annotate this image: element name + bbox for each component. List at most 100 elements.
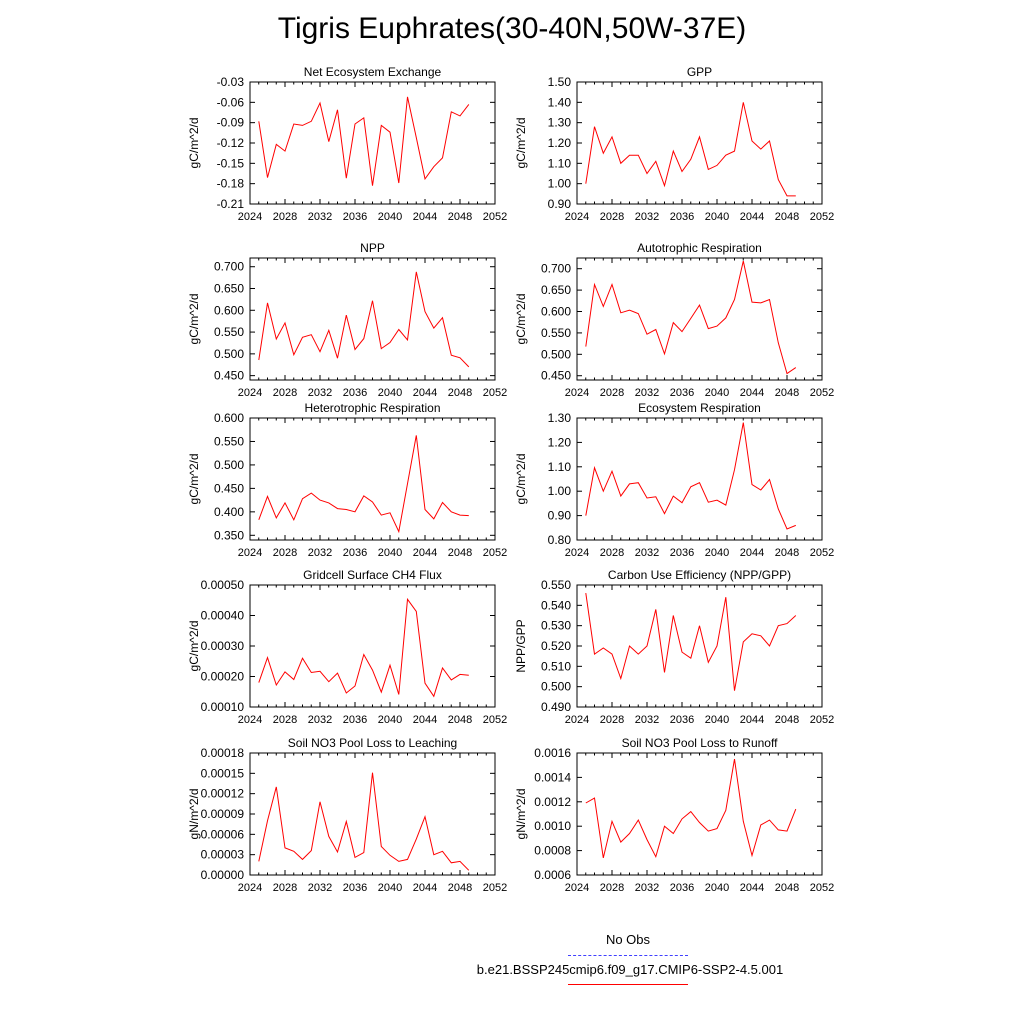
series-line xyxy=(585,422,796,530)
x-tick-label: 2032 xyxy=(635,882,659,894)
plot-frame xyxy=(249,417,496,541)
x-tick-label: 2036 xyxy=(670,882,694,894)
x-tick-label: 2052 xyxy=(483,387,507,399)
y-tick-label: 1.50 xyxy=(548,75,572,89)
panel-gridcell-surface-ch4-flux: Gridcell Surface CH4 Flux gC/m^2/d 2024 202… xyxy=(187,568,507,726)
y-tick-label: 1.40 xyxy=(548,95,572,109)
x-tick-label: 2040 xyxy=(705,211,729,223)
panel-heterotrophic-respiration: Heterotrophic Respiration gC/m^2/d 2024 202… xyxy=(187,401,507,559)
x-tick-label: 2024 xyxy=(238,714,262,726)
y-tick-label: 0.00018 xyxy=(201,746,245,760)
y-tick-label: 0.550 xyxy=(214,434,244,448)
y-tick-label: 0.450 xyxy=(214,369,244,383)
y-tick-label: 0.600 xyxy=(214,303,244,317)
panel-ecosystem-respiration: Ecosystem Respiration gC/m^2/d 2024 2028 203… xyxy=(514,401,834,559)
x-tick-label: 2040 xyxy=(705,547,729,559)
y-tick-label: 0.00010 xyxy=(201,700,245,714)
x-tick-label: 2028 xyxy=(273,547,297,559)
y-tick-label: 0.650 xyxy=(214,282,244,296)
y-axis-label: gC/m^2/d xyxy=(514,454,528,505)
y-tick-label: 0.530 xyxy=(541,619,571,633)
panel-title: NPP xyxy=(360,241,385,255)
x-tick-label: 2052 xyxy=(483,547,507,559)
y-tick-label: 0.450 xyxy=(214,481,244,495)
y-tick-label: 0.500 xyxy=(541,347,571,361)
x-tick-label: 2028 xyxy=(273,714,297,726)
plot-frame xyxy=(576,752,823,876)
y-tick-label: 0.00012 xyxy=(201,787,245,801)
y-tick-label: 0.0008 xyxy=(534,844,571,858)
series-line xyxy=(585,593,797,691)
x-tick-label: 2024 xyxy=(565,547,589,559)
x-tick-label: 2024 xyxy=(238,211,262,223)
x-tick-label: 2024 xyxy=(238,387,262,399)
panel-soil-no3-pool-loss-to-leaching: Soil NO3 Pool Loss to Leaching gN/m^2/d 20… xyxy=(187,736,507,894)
y-tick-label: 0.650 xyxy=(541,283,571,297)
x-tick-label: 2036 xyxy=(670,547,694,559)
x-tick-label: 2036 xyxy=(670,387,694,399)
x-tick-label: 2024 xyxy=(565,714,589,726)
y-tick-label: 0.80 xyxy=(548,533,572,547)
x-tick-label: 2048 xyxy=(448,387,472,399)
x-tick-label: 2036 xyxy=(670,211,694,223)
y-tick-label: -0.15 xyxy=(217,156,245,170)
y-tick-label: 0.90 xyxy=(548,509,572,523)
x-tick-label: 2048 xyxy=(448,714,472,726)
series-line xyxy=(585,102,796,197)
y-tick-label: -0.21 xyxy=(217,197,245,211)
panel-soil-no3-pool-loss-to-runoff: Soil NO3 Pool Loss to Runoff gN/m^2/d 2024… xyxy=(514,736,834,894)
x-tick-label: 2028 xyxy=(600,211,624,223)
panel-gpp: GPP gC/m^2/d 2024 2028 2032 2036 2040 2044 2048 2… xyxy=(514,65,834,223)
y-axis-label: gC/m^2/d xyxy=(187,294,201,345)
x-tick-label: 2044 xyxy=(413,714,437,726)
y-tick-label: 0.600 xyxy=(541,305,571,319)
y-tick-label: 1.30 xyxy=(548,411,572,425)
x-tick-label: 2044 xyxy=(740,547,764,559)
x-tick-label: 2052 xyxy=(810,547,834,559)
panel-title: Autotrophic Respiration xyxy=(637,241,762,255)
y-axis-label: NPP/GPP xyxy=(514,619,528,672)
x-tick-label: 2048 xyxy=(775,882,799,894)
x-tick-label: 2032 xyxy=(635,547,659,559)
x-tick-label: 2036 xyxy=(343,387,367,399)
x-tick-label: 2052 xyxy=(810,714,834,726)
y-tick-label: 0.490 xyxy=(541,700,571,714)
y-tick-label: 0.00003 xyxy=(201,848,245,862)
x-tick-label: 2032 xyxy=(308,714,332,726)
legend-entry-no-obs: No Obs xyxy=(560,932,696,947)
y-tick-label: -0.18 xyxy=(217,177,245,191)
series-line xyxy=(258,597,469,698)
x-tick-label: 2052 xyxy=(483,211,507,223)
plot-frame xyxy=(576,584,823,708)
y-tick-label: 1.00 xyxy=(548,177,572,191)
panel-title: Soil NO3 Pool Loss to Runoff xyxy=(622,736,779,750)
x-tick-label: 2052 xyxy=(810,211,834,223)
y-tick-label: 0.400 xyxy=(214,505,244,519)
x-tick-label: 2028 xyxy=(600,882,624,894)
panel-title: Net Ecosystem Exchange xyxy=(304,65,442,79)
x-tick-label: 2052 xyxy=(483,714,507,726)
x-tick-label: 2040 xyxy=(378,714,402,726)
main-title: Tigris Euphrates(30-40N,50W-37E) xyxy=(277,12,747,45)
x-tick-label: 2052 xyxy=(810,387,834,399)
x-tick-label: 2036 xyxy=(343,882,367,894)
x-tick-label: 2040 xyxy=(378,882,402,894)
legend-line-series xyxy=(568,984,688,985)
x-tick-label: 2048 xyxy=(775,211,799,223)
plot-frame xyxy=(249,752,496,876)
x-tick-label: 2048 xyxy=(448,547,472,559)
y-tick-label: 0.0016 xyxy=(534,746,571,760)
y-tick-label: 0.00006 xyxy=(201,827,245,841)
panel-title: GPP xyxy=(687,65,712,79)
legend-line-no-obs xyxy=(568,955,688,956)
y-axis-label: gC/m^2/d xyxy=(187,621,201,672)
x-tick-label: 2028 xyxy=(600,387,624,399)
x-tick-label: 2036 xyxy=(343,211,367,223)
y-axis-label: gC/m^2/d xyxy=(187,454,201,505)
y-tick-label: 0.700 xyxy=(214,260,244,274)
x-tick-label: 2032 xyxy=(308,387,332,399)
x-tick-label: 2044 xyxy=(413,211,437,223)
y-axis-label: gN/m^2/d xyxy=(187,789,201,840)
y-tick-label: 0.00030 xyxy=(201,639,245,653)
y-tick-label: 0.00020 xyxy=(201,670,245,684)
